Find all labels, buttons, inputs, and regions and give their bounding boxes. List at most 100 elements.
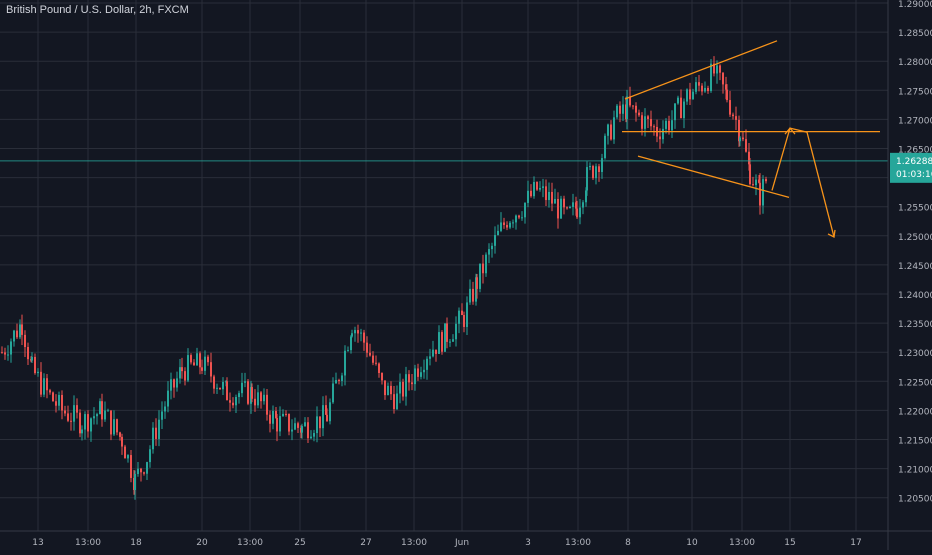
candle-body bbox=[689, 89, 691, 100]
candle-body bbox=[638, 112, 640, 116]
candle-body bbox=[469, 288, 471, 303]
candle-body bbox=[149, 449, 151, 463]
candle-body bbox=[512, 222, 514, 224]
candle-body bbox=[572, 202, 574, 207]
candle-body bbox=[408, 374, 410, 383]
candle-body bbox=[758, 179, 760, 183]
candle-body bbox=[719, 65, 721, 73]
candle-body bbox=[173, 379, 175, 388]
candle-body bbox=[99, 401, 101, 415]
candle-body bbox=[61, 394, 63, 411]
time-tick-label: 13:00 bbox=[237, 538, 263, 548]
candle-body bbox=[475, 277, 477, 302]
candle-body bbox=[363, 332, 365, 343]
candle-body bbox=[73, 405, 75, 422]
candle-body bbox=[610, 124, 612, 140]
candle-body bbox=[16, 330, 18, 338]
drawing-layer[interactable] bbox=[622, 40, 880, 238]
candle-body bbox=[677, 97, 679, 104]
time-tick-label: 10 bbox=[686, 538, 698, 548]
candle-body bbox=[257, 392, 259, 406]
candle-body bbox=[742, 137, 744, 140]
candle-body bbox=[10, 341, 12, 355]
candle-body bbox=[96, 414, 98, 417]
candle-body bbox=[518, 215, 520, 218]
candle-body bbox=[521, 217, 523, 219]
price-tick-label: 1.24000 bbox=[898, 291, 932, 301]
candle-body bbox=[213, 376, 215, 389]
candle-body bbox=[319, 416, 321, 429]
candle-body bbox=[161, 411, 163, 420]
candle-body bbox=[375, 362, 377, 364]
candle-body bbox=[695, 82, 697, 92]
candle-body bbox=[411, 382, 413, 385]
candle-body bbox=[90, 418, 92, 432]
candle-body bbox=[304, 422, 306, 427]
candle-body bbox=[710, 63, 712, 92]
candle-body bbox=[626, 96, 628, 120]
candle-body bbox=[619, 105, 621, 114]
candle-body bbox=[84, 414, 86, 430]
candle-body bbox=[1, 352, 3, 354]
time-tick-label: 17 bbox=[850, 538, 861, 548]
candle-body bbox=[662, 128, 664, 140]
candle-body bbox=[635, 105, 637, 113]
candle-body bbox=[247, 381, 249, 404]
candle-body bbox=[745, 139, 747, 152]
candle-body bbox=[64, 410, 66, 414]
candle-body bbox=[235, 396, 237, 406]
candle-body bbox=[316, 416, 318, 434]
candle-body bbox=[641, 115, 643, 129]
candle-body bbox=[107, 410, 109, 412]
candle-body bbox=[458, 310, 460, 324]
candle-body bbox=[219, 387, 221, 390]
candle-body bbox=[441, 332, 443, 352]
candle-body bbox=[713, 63, 715, 74]
candle-body bbox=[545, 186, 547, 201]
candle-body bbox=[476, 277, 478, 289]
candle-body bbox=[190, 355, 192, 363]
candle-body bbox=[765, 179, 767, 182]
candle-body bbox=[181, 367, 183, 372]
candle-body bbox=[461, 310, 463, 315]
candle-body bbox=[310, 436, 312, 439]
candle-body bbox=[146, 462, 148, 474]
candle-body bbox=[491, 245, 493, 250]
time-tick-label: 13:00 bbox=[75, 538, 101, 548]
candle-body bbox=[307, 422, 309, 439]
candle-body bbox=[170, 379, 172, 391]
candle-body bbox=[598, 166, 600, 172]
candle-body bbox=[423, 369, 425, 373]
price-tick-label: 1.23500 bbox=[898, 320, 932, 330]
candle-body bbox=[241, 382, 243, 394]
candle-body bbox=[351, 333, 353, 337]
candle-body bbox=[101, 401, 103, 420]
candle-body bbox=[390, 385, 392, 395]
candle-body bbox=[686, 89, 688, 102]
candle-body bbox=[396, 393, 398, 410]
candle-body bbox=[585, 190, 587, 203]
price-tick-label: 1.25000 bbox=[898, 233, 932, 243]
candle-body bbox=[738, 119, 740, 142]
price-tick-label: 1.21500 bbox=[898, 437, 932, 447]
time-scale[interactable]: 13 13:00 18 20 13:00 25 27 13:00 Jun 3 13:00 8 10 13:… bbox=[32, 538, 861, 548]
candle-body bbox=[207, 356, 209, 363]
arrow-head-down bbox=[827, 229, 836, 238]
price-tick-label: 1.28000 bbox=[898, 58, 932, 68]
candle-body bbox=[749, 164, 751, 185]
candle-body bbox=[347, 350, 349, 352]
candle-body bbox=[665, 120, 667, 129]
price-tick-label: 1.21000 bbox=[898, 466, 932, 476]
candle-body bbox=[155, 427, 157, 439]
candle-body bbox=[130, 455, 132, 478]
candle-body bbox=[592, 166, 594, 179]
candle-body bbox=[399, 381, 401, 394]
time-tick-label: 15 bbox=[784, 538, 795, 548]
candle-body bbox=[251, 387, 253, 399]
candle-body bbox=[350, 336, 352, 351]
candle-body bbox=[67, 413, 69, 421]
time-tick-label: 13:00 bbox=[565, 538, 591, 548]
